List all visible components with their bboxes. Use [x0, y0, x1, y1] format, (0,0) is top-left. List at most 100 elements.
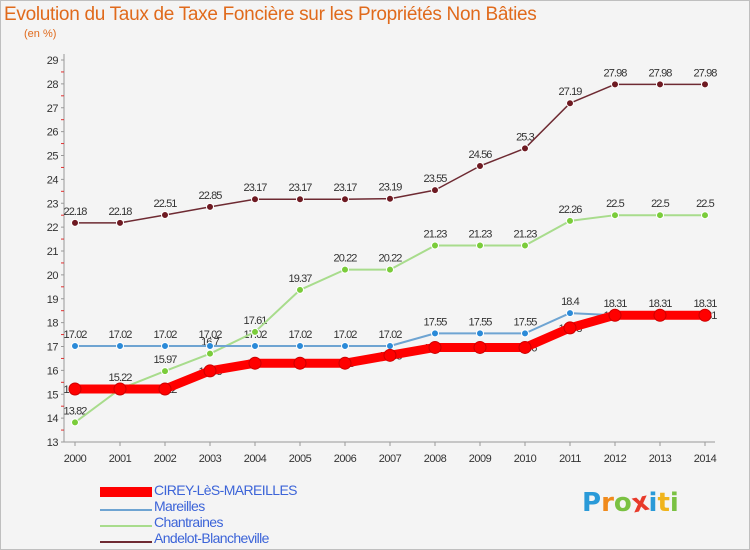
- data-label: 17.02: [378, 329, 402, 341]
- logo-letter: o: [613, 488, 632, 518]
- logo-letter: i: [669, 488, 679, 518]
- data-point: [161, 367, 169, 376]
- data-point: [251, 327, 259, 336]
- logo-letter: P: [582, 488, 602, 518]
- data-label: 15.22: [108, 372, 132, 384]
- data-label: 18.31: [693, 298, 717, 310]
- legend-item: Chantraines: [100, 514, 360, 532]
- data-point: [293, 356, 307, 370]
- data-point: [476, 162, 484, 171]
- data-label: 21.23: [468, 229, 492, 241]
- y-tick-label: 29: [47, 55, 59, 67]
- y-tick-label: 17: [47, 342, 59, 354]
- x-tick-label: 2012: [604, 453, 627, 465]
- legend-label: Andelot-Blancheville: [154, 530, 269, 546]
- data-point: [206, 349, 214, 358]
- logo-letter: t: [657, 488, 670, 518]
- x-tick-label: 2014: [694, 453, 717, 465]
- y-tick-label: 23: [47, 198, 59, 210]
- data-point: [341, 342, 349, 351]
- data-label: 25.3: [516, 131, 535, 143]
- data-point: [518, 340, 532, 354]
- chart-title: Evolution du Taux de Taxe Foncière sur l…: [4, 4, 537, 25]
- data-point: [656, 211, 664, 220]
- legend-swatch: [100, 541, 152, 543]
- x-tick-label: 2009: [469, 453, 492, 465]
- data-point: [71, 342, 79, 351]
- data-label: 17.55: [423, 316, 447, 328]
- data-label: 27.19: [558, 86, 582, 98]
- series-0: [68, 308, 712, 396]
- data-label: 13.82: [63, 405, 87, 417]
- y-tick-label: 25: [47, 151, 59, 163]
- data-point: [296, 195, 304, 204]
- y-tick-label: 21: [47, 246, 59, 258]
- x-tick-label: 2006: [334, 453, 357, 465]
- y-tick-label: 22: [47, 222, 59, 234]
- data-label: 17.61: [243, 315, 267, 327]
- data-point: [563, 321, 577, 335]
- data-point: [611, 80, 619, 89]
- data-point: [611, 211, 619, 220]
- y-tick-label: 18: [47, 318, 59, 330]
- data-point: [698, 308, 712, 322]
- x-tick-label: 2008: [424, 453, 447, 465]
- data-label: 22.26: [558, 204, 582, 216]
- data-labels: 22.18 22.18 22.51 22.85 23.17 23.17 23.17 23.19…: [63, 67, 718, 417]
- data-point: [206, 342, 214, 351]
- y-tick-label: 28: [47, 79, 59, 91]
- data-label: 27.98: [693, 67, 717, 79]
- x-tick-label: 2010: [514, 453, 537, 465]
- x-tick-label: 2004: [244, 453, 267, 465]
- data-label: 21.23: [423, 229, 447, 241]
- data-point: [341, 195, 349, 204]
- data-label: 21.23: [513, 229, 537, 241]
- legend-label: Chantraines: [154, 514, 223, 530]
- legend-swatch: [100, 525, 152, 527]
- data-label: 17.02: [288, 329, 312, 341]
- data-label: 22.5: [651, 198, 670, 210]
- x-tick-label: 2000: [64, 453, 87, 465]
- data-label: 22.5: [696, 198, 715, 210]
- data-point: [161, 342, 169, 351]
- legend-label: Mareilles: [154, 498, 205, 514]
- data-point: [248, 356, 262, 370]
- y-tick-label: 20: [47, 270, 59, 282]
- data-point: [386, 194, 394, 203]
- data-point: [116, 218, 124, 227]
- y-tick-label: 19: [47, 294, 59, 306]
- logo-letter: r: [601, 488, 614, 518]
- data-point: [701, 80, 709, 89]
- data-point: [341, 265, 349, 274]
- legend-item: Mareilles: [100, 498, 360, 516]
- legend-item: Andelot-Blancheville: [100, 530, 360, 548]
- data-point: [608, 308, 622, 322]
- data-label: 23.17: [288, 182, 312, 194]
- y-tick-label: 15: [47, 389, 59, 401]
- data-point: [71, 418, 79, 427]
- data-label: 23.19: [378, 182, 402, 194]
- data-point: [116, 342, 124, 351]
- data-label: 15.97: [153, 354, 177, 366]
- data-point: [113, 382, 127, 396]
- data-point: [476, 241, 484, 250]
- data-label: 17.02: [333, 329, 357, 341]
- data-point: [383, 348, 397, 362]
- legend-label: CIREY-LèS-MAREILLES: [154, 482, 298, 498]
- data-point: [431, 186, 439, 195]
- series-2: [71, 211, 709, 427]
- y-tick-label: 27: [47, 103, 59, 115]
- data-label: 17.02: [153, 329, 177, 341]
- data-label: 22.85: [198, 190, 222, 202]
- data-point: [431, 329, 439, 338]
- data-label: 22.18: [108, 206, 132, 218]
- x-tick-label: 2001: [109, 453, 132, 465]
- legend-swatch: [100, 487, 152, 497]
- axes: 13 14 15 16 17 18 19 20 21 22 23 24 25 26 27 28 29 2000 20…: [47, 54, 717, 465]
- data-point: [656, 80, 664, 89]
- x-tick-label: 2013: [649, 453, 672, 465]
- data-label: 17.55: [468, 316, 492, 328]
- data-label: 22.18: [63, 206, 87, 218]
